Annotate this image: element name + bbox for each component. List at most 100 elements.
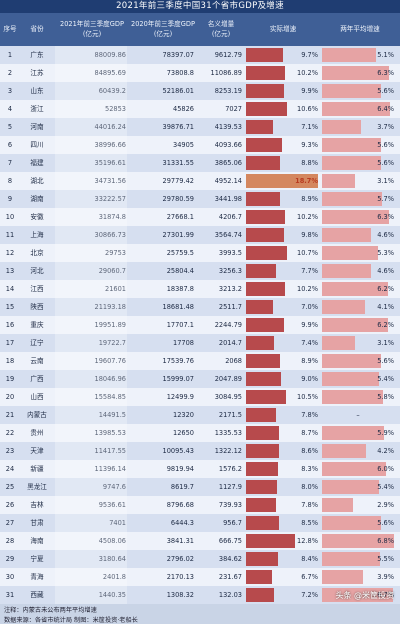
- row-increase: 132.03: [218, 591, 242, 599]
- table-row: 9 湖南 33222.57 29780.59 3441.98 8.9% 5.7%: [0, 190, 400, 208]
- row-real-growth: 8.0%: [301, 483, 318, 491]
- avg-growth-bar: [322, 390, 384, 404]
- row-real-growth: 9.9%: [301, 87, 318, 95]
- row-real-growth: 7.0%: [301, 303, 318, 311]
- row-avg-growth: 5.3%: [377, 249, 394, 257]
- row-province: 云南: [30, 357, 44, 365]
- row-index: 25: [5, 483, 15, 491]
- row-real-growth: 6.7%: [301, 573, 318, 581]
- avg-growth-bar: [322, 516, 382, 530]
- row-province: 江西: [30, 285, 44, 293]
- row-gdp-2020: 17708: [173, 339, 194, 347]
- row-real-growth: 8.8%: [301, 159, 318, 167]
- avg-growth-bar: [322, 570, 364, 584]
- row-avg-growth: 4.1%: [377, 303, 394, 311]
- row-avg-growth: 6.3%: [377, 213, 394, 221]
- row-increase: 1335.53: [214, 429, 242, 437]
- row-index: 27: [5, 519, 15, 527]
- row-gdp-2020: 8619.7: [170, 483, 194, 491]
- real-growth-bar: [246, 48, 284, 62]
- row-gdp-2021: 84895.69: [94, 69, 126, 77]
- row-index: 1: [7, 51, 13, 59]
- avg-growth-bar: [322, 174, 355, 188]
- row-province: 天津: [30, 447, 44, 455]
- row-increase: 2511.7: [218, 303, 242, 311]
- row-increase: 1127.9: [218, 483, 242, 491]
- avg-growth-bar: [322, 552, 381, 566]
- real-growth-bar: [246, 282, 286, 296]
- row-province: 湖南: [30, 195, 44, 203]
- row-province: 山西: [30, 393, 44, 401]
- row-gdp-2021: 88009.86: [94, 51, 126, 59]
- row-gdp-2020: 52186.01: [162, 87, 194, 95]
- row-increase: 3865.06: [214, 159, 242, 167]
- avg-growth-bar: [322, 66, 389, 80]
- row-province: 甘肃: [30, 519, 44, 527]
- row-real-growth: 7.4%: [301, 339, 318, 347]
- avg-growth-bar: [322, 462, 386, 476]
- table-row: 31 西藏 1440.35 1308.32 132.03 7.2% 6.7%: [0, 586, 400, 604]
- row-real-growth: 10.7%: [297, 249, 318, 257]
- row-increase: 4093.66: [214, 141, 242, 149]
- row-gdp-2020: 6444.3: [170, 519, 194, 527]
- real-growth-bar: [246, 534, 296, 548]
- row-gdp-2020: 8796.68: [166, 501, 194, 509]
- row-province: 辽宁: [30, 339, 44, 347]
- row-province: 江苏: [30, 69, 44, 77]
- avg-growth-bar: [322, 498, 353, 512]
- row-avg-growth: 3.1%: [377, 177, 394, 185]
- row-increase: 1576.2: [218, 465, 242, 473]
- row-real-growth: 12.8%: [297, 537, 318, 545]
- row-avg-growth: 6.0%: [377, 465, 394, 473]
- row-gdp-2021: 9747.6: [102, 483, 126, 491]
- row-avg-growth: 5.6%: [377, 87, 394, 95]
- header-avg-growth: 两年平均增速: [340, 25, 380, 33]
- row-index: 15: [5, 303, 15, 311]
- row-gdp-2020: 17707.1: [166, 321, 194, 329]
- row-avg-growth: 5.6%: [377, 357, 394, 365]
- table-header: 序号 省份 2021年前三季度GDP (亿元) 2020年前三季度GDP (亿元…: [0, 13, 400, 46]
- avg-growth-bar: [322, 120, 362, 134]
- column-2021-highlight: [55, 46, 127, 604]
- table-row: 5 河南 44016.24 39876.71 4139.53 7.1% 3.7%: [0, 118, 400, 136]
- row-increase: 4206.7: [218, 213, 242, 221]
- row-index: 24: [5, 465, 15, 473]
- real-growth-bar: [246, 390, 287, 404]
- row-increase: 231.67: [218, 573, 242, 581]
- row-avg-growth: 5.4%: [377, 375, 394, 383]
- row-index: 4: [7, 105, 13, 113]
- row-increase: 1322.12: [214, 447, 242, 455]
- table-row: 18 云南 19607.76 17539.76 2068 8.9% 5.6%: [0, 352, 400, 370]
- row-province: 福建: [30, 159, 44, 167]
- real-growth-bar: [246, 192, 281, 206]
- row-gdp-2020: 10095.43: [162, 447, 194, 455]
- row-avg-growth: 3.9%: [377, 573, 394, 581]
- table-row: 13 河北 29060.7 25804.4 3256.3 7.7% 4.6%: [0, 262, 400, 280]
- table-row: 20 山西 15584.85 12499.9 3084.95 10.5% 5.8%: [0, 388, 400, 406]
- row-avg-growth: 2.9%: [377, 501, 394, 509]
- row-real-growth: 10.2%: [297, 213, 318, 221]
- real-growth-bar: [246, 408, 277, 422]
- table-row: 21 内蒙古 14491.5 12320 2171.5 7.8% –: [0, 406, 400, 424]
- row-gdp-2021: 7401: [109, 519, 126, 527]
- row-gdp-2020: 25759.5: [166, 249, 194, 257]
- real-growth-bar: [246, 372, 281, 386]
- row-real-growth: 9.3%: [301, 141, 318, 149]
- avg-growth-bar: [322, 192, 383, 206]
- avg-growth-bar: [322, 480, 380, 494]
- row-gdp-2020: 17539.76: [162, 357, 194, 365]
- avg-growth-bar: [322, 336, 355, 350]
- real-growth-bar: [246, 300, 273, 314]
- row-index: 6: [7, 141, 13, 149]
- avg-growth-bar: [322, 300, 366, 314]
- avg-growth-bar: [322, 264, 371, 278]
- row-avg-growth: 6.3%: [377, 69, 394, 77]
- row-gdp-2021: 21601: [105, 285, 126, 293]
- real-growth-bar: [246, 66, 286, 80]
- row-index: 20: [5, 393, 15, 401]
- row-avg-growth: 6.2%: [377, 285, 394, 293]
- row-gdp-2021: 60439.2: [98, 87, 126, 95]
- row-index: 28: [5, 537, 15, 545]
- avg-growth-bar: [322, 534, 394, 548]
- real-growth-bar: [246, 354, 281, 368]
